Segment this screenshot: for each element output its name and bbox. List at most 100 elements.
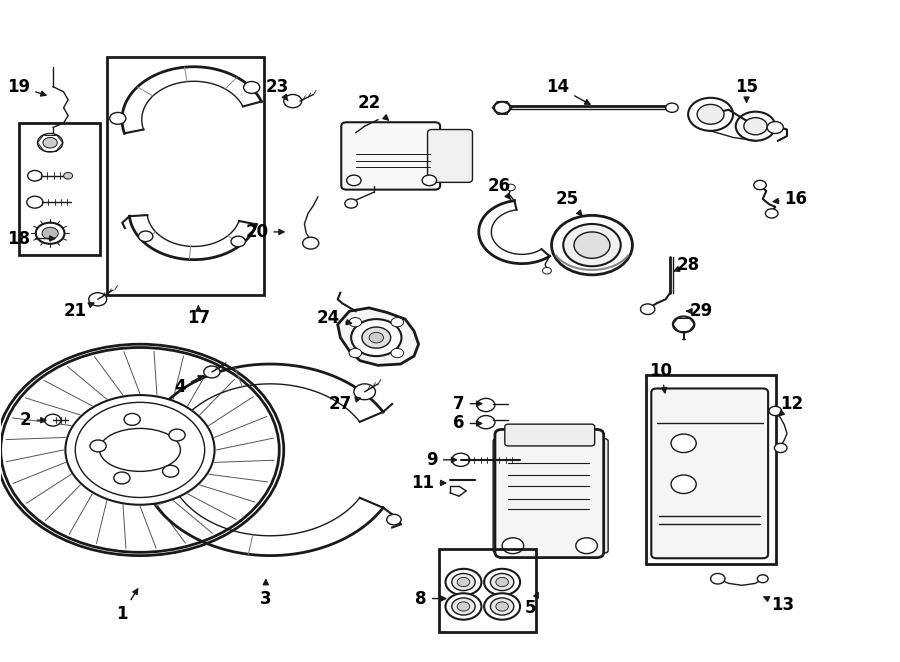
Circle shape [124,414,140,426]
Circle shape [496,577,508,587]
Circle shape [757,575,768,583]
Circle shape [89,293,107,306]
Circle shape [494,102,510,114]
Text: 11: 11 [411,474,446,492]
Text: 13: 13 [764,596,794,614]
Circle shape [736,112,775,141]
Circle shape [27,196,43,208]
Circle shape [345,199,357,208]
Text: 3: 3 [260,580,272,608]
Circle shape [765,209,778,218]
Circle shape [43,138,58,148]
Circle shape [76,402,204,497]
Circle shape [0,344,284,555]
Text: 22: 22 [357,94,388,120]
Circle shape [346,175,361,185]
Circle shape [452,453,470,467]
Circle shape [369,332,383,343]
FancyBboxPatch shape [505,424,595,446]
Circle shape [387,514,401,525]
Text: 5: 5 [525,592,538,618]
Text: 23: 23 [266,77,289,101]
Circle shape [666,103,679,113]
FancyBboxPatch shape [341,122,440,189]
FancyBboxPatch shape [652,389,768,558]
Circle shape [391,348,403,357]
Circle shape [743,118,767,135]
Circle shape [139,231,153,242]
Circle shape [362,327,391,348]
Text: 27: 27 [328,395,361,412]
Circle shape [769,406,781,416]
Text: 1: 1 [116,589,138,623]
Circle shape [457,577,470,587]
Circle shape [673,316,695,332]
Circle shape [45,414,61,426]
Text: 2: 2 [20,411,46,429]
Circle shape [477,399,495,412]
Bar [107,57,264,295]
Text: 25: 25 [555,190,582,216]
Text: 17: 17 [187,306,210,327]
Circle shape [349,348,362,357]
Polygon shape [338,308,418,365]
Text: 21: 21 [64,302,94,320]
FancyBboxPatch shape [587,439,608,553]
Circle shape [391,318,403,327]
Circle shape [231,236,246,247]
Circle shape [496,602,508,611]
Circle shape [66,395,214,504]
Circle shape [42,227,58,239]
Circle shape [284,95,302,108]
Text: 16: 16 [773,190,807,208]
Circle shape [491,573,514,591]
Text: 14: 14 [546,77,590,105]
Text: 24: 24 [317,308,351,327]
Text: 12: 12 [779,395,803,416]
Circle shape [753,180,766,189]
Circle shape [163,465,179,477]
Circle shape [354,384,375,400]
Circle shape [349,318,362,327]
Circle shape [774,444,787,453]
Circle shape [302,237,319,249]
Text: 20: 20 [245,223,284,241]
Circle shape [452,573,475,591]
FancyBboxPatch shape [495,430,604,557]
Circle shape [110,113,126,124]
Circle shape [477,416,495,429]
Circle shape [244,81,260,93]
Bar [646,375,776,563]
Circle shape [90,440,106,452]
Circle shape [422,175,436,185]
Text: 26: 26 [488,177,511,200]
Circle shape [574,232,610,258]
Circle shape [711,573,725,584]
Circle shape [484,569,520,595]
Circle shape [484,593,520,620]
FancyBboxPatch shape [428,130,473,182]
Circle shape [351,319,401,356]
Circle shape [169,429,185,441]
Circle shape [507,184,516,191]
FancyBboxPatch shape [493,439,517,553]
Text: 19: 19 [7,77,46,96]
Bar [19,123,100,255]
Text: 28: 28 [673,256,699,274]
Circle shape [457,602,470,611]
Circle shape [446,593,482,620]
Circle shape [502,538,524,553]
Circle shape [543,267,552,274]
Text: 4: 4 [175,376,203,396]
Circle shape [36,222,65,244]
Circle shape [28,171,42,181]
Circle shape [767,122,783,134]
Text: 9: 9 [427,451,456,469]
Text: 10: 10 [650,361,672,393]
Circle shape [671,434,697,453]
Circle shape [491,598,514,615]
Text: 29: 29 [687,302,713,320]
Text: 18: 18 [7,230,55,248]
Text: 7: 7 [454,395,482,412]
Text: 15: 15 [735,77,758,102]
